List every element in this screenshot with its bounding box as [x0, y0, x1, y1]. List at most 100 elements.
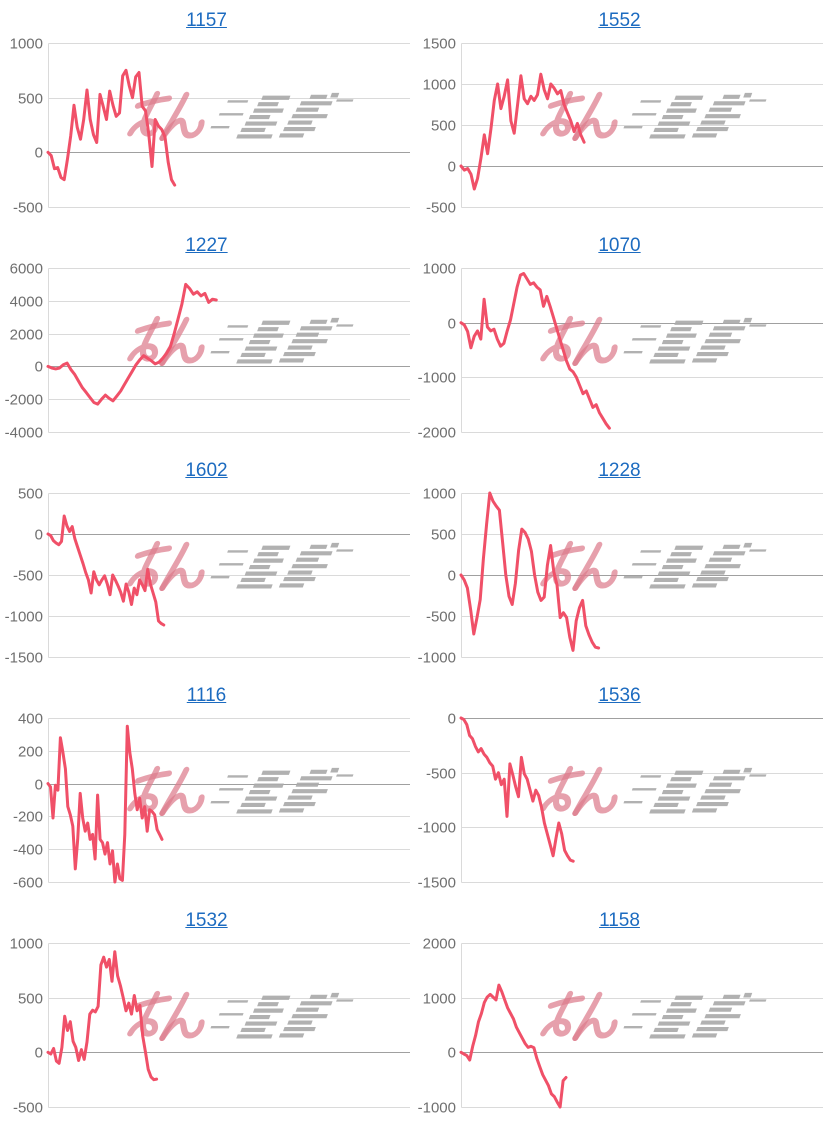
svg-text:-500: -500 — [426, 609, 456, 626]
svg-text:-400: -400 — [13, 842, 43, 859]
watermark-logo — [542, 93, 769, 139]
line-chart: 0 -500 -1000 -1500 — [418, 711, 823, 892]
chart-title-link[interactable]: 1228 — [598, 460, 641, 481]
svg-text:1000: 1000 — [10, 36, 43, 53]
svg-text:-500: -500 — [13, 568, 43, 585]
svg-text:-500: -500 — [426, 766, 456, 783]
svg-text:1500: 1500 — [423, 36, 456, 53]
line-chart: 1000 500 0 -500 — [10, 36, 410, 217]
svg-text:-1000: -1000 — [5, 609, 43, 626]
svg-text:-500: -500 — [13, 1100, 43, 1117]
svg-text:6000: 6000 — [10, 261, 43, 278]
line-chart: 500 0 -500 -1000 -1500 — [5, 486, 410, 667]
gridlines — [48, 943, 410, 1108]
gridlines — [48, 718, 410, 883]
chart-cell: 1532 1000 500 0 -500 — [0, 900, 413, 1125]
gridlines — [461, 943, 823, 1108]
watermark-logo — [542, 993, 769, 1039]
chart-title-link[interactable]: 1157 — [186, 10, 227, 31]
line-chart: 1500 1000 500 0 -500 — [423, 36, 823, 217]
chart-title-link[interactable]: 1536 — [598, 685, 641, 706]
series-line — [459, 72, 586, 191]
svg-text:2000: 2000 — [423, 936, 456, 953]
watermark-logo — [129, 543, 356, 589]
svg-text:1000: 1000 — [423, 991, 456, 1008]
chart-title-link[interactable]: 1602 — [185, 460, 228, 481]
y-axis-labels: 1000 500 0 -500 — [10, 936, 43, 1117]
chart-title-link[interactable]: 1070 — [598, 235, 641, 256]
y-axis-labels: 1000 500 0 -500 -1000 — [418, 486, 456, 667]
chart-title-link[interactable]: 1227 — [185, 235, 228, 256]
chart-title-link[interactable]: 1116 — [186, 685, 227, 706]
svg-text:-1000: -1000 — [418, 820, 456, 837]
watermark-logo — [542, 318, 769, 364]
series-line — [46, 68, 177, 187]
svg-text:0: 0 — [35, 1045, 43, 1062]
svg-text:-2000: -2000 — [5, 392, 43, 409]
y-axis-labels: 6000 4000 2000 0 -2000 -4000 — [5, 261, 43, 442]
svg-text:0: 0 — [448, 316, 456, 333]
svg-text:0: 0 — [448, 711, 456, 728]
svg-text:400: 400 — [18, 711, 43, 728]
line-chart: 2000 1000 0 -1000 — [418, 936, 823, 1117]
svg-text:500: 500 — [18, 91, 43, 108]
y-axis-labels: 2000 1000 0 -1000 — [418, 936, 456, 1117]
line-chart: 1000 500 0 -500 -1000 — [418, 486, 823, 667]
svg-text:-1000: -1000 — [418, 1100, 456, 1117]
line-chart: 6000 4000 2000 0 -2000 -4000 — [5, 261, 410, 442]
svg-text:2000: 2000 — [10, 327, 43, 344]
chart-cell: 1227 6000 4000 2000 0 -2000 -4000 — [0, 225, 413, 450]
svg-text:-500: -500 — [13, 200, 43, 217]
series-line — [46, 724, 164, 884]
chart-cell: 1157 1000 500 0 -500 — [0, 0, 413, 225]
series-line — [46, 514, 166, 627]
series-line — [459, 983, 568, 1109]
chart-title-link[interactable]: 1552 — [598, 10, 641, 31]
gridlines — [48, 43, 410, 208]
svg-text:500: 500 — [18, 486, 43, 503]
chart-cell: 1602 500 0 -500 -1000 -1500 — [0, 450, 413, 675]
series-line — [46, 282, 218, 406]
svg-text:4000: 4000 — [10, 294, 43, 311]
y-axis-labels: 1000 0 -1000 -2000 — [418, 261, 456, 442]
svg-text:-1000: -1000 — [418, 370, 456, 387]
watermark-logo — [542, 768, 769, 814]
svg-text:0: 0 — [35, 777, 43, 794]
svg-text:0: 0 — [35, 527, 43, 544]
svg-text:-2000: -2000 — [418, 425, 456, 442]
chart-title-link[interactable]: 1532 — [185, 910, 228, 931]
line-chart: 400 200 0 -200 -400 -600 — [13, 711, 410, 892]
chart-cell: 1070 1000 0 -1000 -2000 — [413, 225, 826, 450]
watermark-logo — [129, 993, 356, 1039]
svg-text:-500: -500 — [426, 200, 456, 217]
svg-text:-1500: -1500 — [418, 875, 456, 892]
gridlines — [48, 493, 410, 658]
series-line — [459, 272, 611, 430]
gridlines — [461, 718, 823, 883]
svg-text:1000: 1000 — [423, 77, 456, 94]
line-chart: 1000 500 0 -500 — [10, 936, 410, 1117]
series-line — [459, 491, 601, 652]
line-chart: 1000 0 -1000 -2000 — [418, 261, 823, 442]
watermark-logo — [129, 768, 356, 814]
svg-text:0: 0 — [448, 159, 456, 176]
chart-title-link[interactable]: 1158 — [599, 910, 640, 931]
chart-cell: 1536 0 -500 -1000 -1500 — [413, 675, 826, 900]
series-line — [46, 950, 159, 1082]
svg-text:-1500: -1500 — [5, 650, 43, 667]
svg-text:0: 0 — [448, 1045, 456, 1062]
svg-text:1000: 1000 — [423, 486, 456, 503]
y-axis-labels: 1500 1000 500 0 -500 — [423, 36, 456, 217]
watermark-logo — [542, 543, 769, 589]
y-axis-labels: 1000 500 0 -500 — [10, 36, 43, 217]
y-axis-labels: 400 200 0 -200 -400 -600 — [13, 711, 43, 892]
svg-text:-600: -600 — [13, 875, 43, 892]
svg-text:0: 0 — [35, 145, 43, 162]
svg-text:-1000: -1000 — [418, 650, 456, 667]
svg-text:1000: 1000 — [10, 936, 43, 953]
svg-text:0: 0 — [35, 359, 43, 376]
svg-text:0: 0 — [448, 568, 456, 585]
gridlines — [461, 268, 823, 433]
chart-cell: 1116 400 200 0 -200 -400 -600 — [0, 675, 413, 900]
